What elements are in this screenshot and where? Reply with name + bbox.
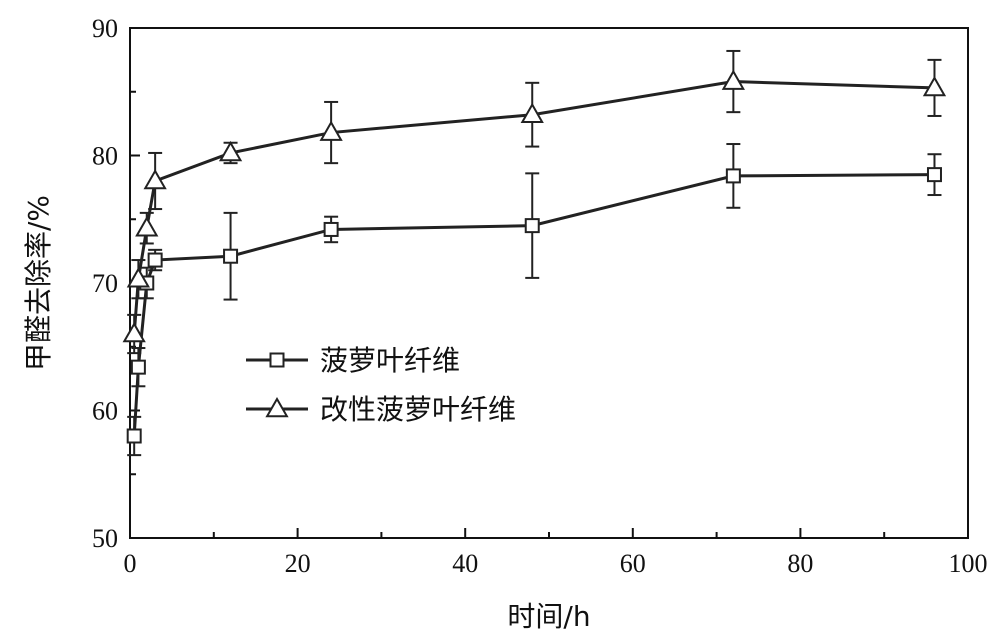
x-tick-label: 100: [949, 549, 988, 578]
data-point-square: [323, 221, 339, 237]
data-point-triangle: [218, 140, 243, 162]
data-point-triangle: [721, 69, 745, 90]
plot-frame: [129, 27, 969, 539]
legend-triangle-marker: [265, 396, 289, 418]
y-tick-label: 90: [92, 14, 118, 43]
data-point-square: [223, 248, 239, 264]
series-layer: [122, 49, 947, 457]
data-point-square: [524, 218, 540, 234]
legend-label-modified-pineapple-fiber: 改性菠萝叶纤维: [320, 393, 516, 426]
legend-square-marker: [269, 352, 285, 368]
y-tick-label: 50: [92, 524, 118, 553]
y-tick-label: 80: [92, 142, 118, 171]
x-tick-label: 60: [620, 549, 646, 578]
x-tick-label: 40: [452, 549, 478, 578]
data-point-square: [126, 428, 142, 444]
x-tick-label: 20: [285, 549, 311, 578]
data-point-triangle: [122, 321, 146, 343]
data-point-square: [130, 359, 146, 375]
data-point-triangle: [143, 168, 167, 190]
data-point-triangle: [922, 75, 947, 97]
y-tick-label: 60: [92, 397, 118, 426]
data-point-triangle: [135, 216, 159, 237]
data-point-square: [147, 252, 163, 268]
series-line: [132, 173, 935, 437]
legend: 菠萝叶纤维 改性菠萝叶纤维: [246, 344, 516, 426]
data-point-square: [926, 167, 942, 183]
y-axis-title: 甲醛去除率/%: [22, 195, 55, 371]
series-modified-pineapple-fiber: [122, 49, 947, 355]
x-tick-label: 0: [124, 549, 137, 578]
y-tick-label: 70: [92, 269, 118, 298]
data-point-square: [725, 168, 741, 184]
x-axis-title: 时间/h: [507, 600, 590, 633]
axes: 0 20 40 60 80 100 50 60 70 80 90: [92, 14, 988, 578]
legend-label-pineapple-fiber: 菠萝叶纤维: [320, 344, 460, 377]
x-tick-label: 80: [787, 549, 813, 578]
data-point-triangle: [126, 267, 151, 288]
data-point-triangle: [319, 120, 343, 141]
data-point-triangle: [520, 102, 544, 123]
